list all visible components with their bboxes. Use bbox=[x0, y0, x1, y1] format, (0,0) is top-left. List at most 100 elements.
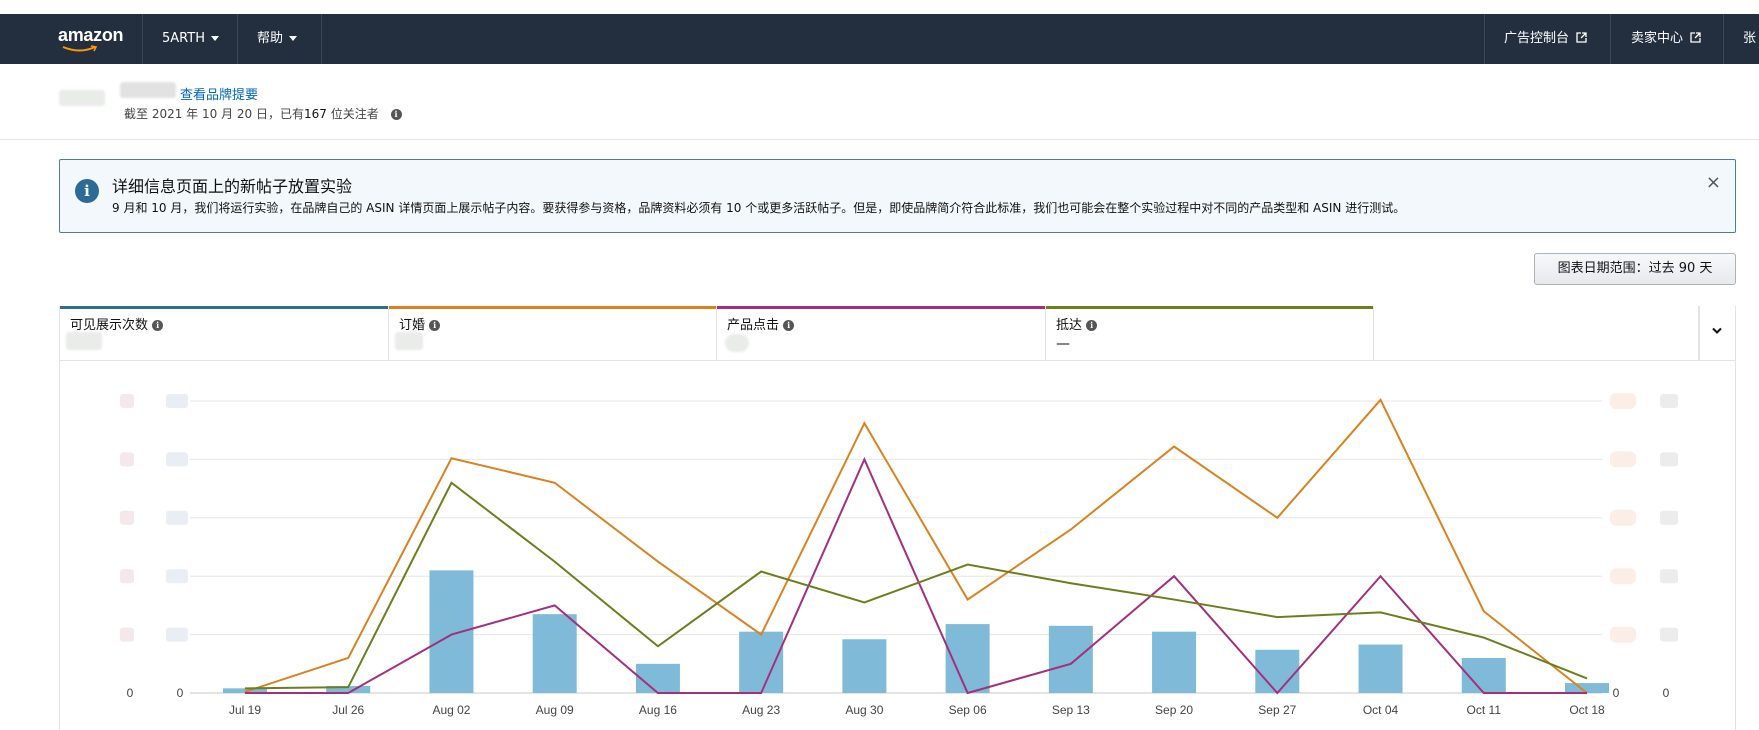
seller-central-link[interactable]: 卖家中心 bbox=[1631, 14, 1701, 64]
right-tick-placeholder bbox=[1660, 394, 1678, 408]
chevron-down-icon bbox=[1712, 327, 1722, 334]
alert-title: 详细信息页面上的新帖子放置实验 bbox=[112, 177, 353, 196]
info-icon[interactable]: i bbox=[783, 320, 795, 331]
left-tick-placeholder bbox=[166, 394, 188, 408]
info-icon: i bbox=[75, 179, 99, 203]
line-engagement bbox=[244, 398, 1588, 694]
x-tick-label: Jul 26 bbox=[332, 703, 364, 717]
left-tick-placeholder bbox=[120, 394, 134, 408]
top-navbar: amazon 5ARTH 帮助 广告控制台 卖家中心 张 bbox=[0, 14, 1759, 64]
x-tick-label: Aug 09 bbox=[536, 703, 574, 717]
left-tick-placeholder bbox=[166, 627, 188, 642]
bar-visible_impressions bbox=[223, 688, 267, 693]
tab-color-bar bbox=[60, 306, 388, 309]
smile-arrow-icon bbox=[62, 45, 98, 52]
logo-text: amazon bbox=[58, 25, 124, 45]
x-tick-label: Oct 18 bbox=[1569, 703, 1605, 717]
left-tick-placeholder bbox=[166, 452, 188, 467]
nav-divider bbox=[1723, 14, 1724, 64]
bar-visible_impressions bbox=[326, 685, 371, 693]
x-tick-label: Aug 23 bbox=[742, 703, 780, 717]
bar-visible_impressions bbox=[429, 570, 474, 693]
more-metrics-toggle[interactable] bbox=[1699, 306, 1736, 361]
left-tick-placeholder bbox=[120, 627, 134, 642]
account-menu-label: 5ARTH bbox=[162, 31, 205, 46]
bar-visible_impressions bbox=[532, 614, 577, 693]
brand-header: 查看品牌提要 截至 2021 年 10 月 20 日，已有167 位关注者 i bbox=[0, 64, 1759, 140]
bar-visible_impressions bbox=[1358, 644, 1403, 693]
follower-suffix: 位关注者 bbox=[330, 107, 379, 121]
tab-value-placeholder bbox=[66, 332, 102, 350]
tab-value-placeholder bbox=[395, 332, 423, 350]
external-link-icon bbox=[1576, 32, 1587, 43]
x-tick-label: Aug 16 bbox=[639, 703, 677, 717]
x-tick-label: Oct 11 bbox=[1467, 703, 1502, 717]
right-outer-zero-label: 0 bbox=[1663, 686, 1670, 700]
view-brand-feed-link[interactable]: 查看品牌提要 bbox=[180, 88, 259, 103]
nav-divider bbox=[237, 14, 238, 64]
left-tick-placeholder bbox=[120, 510, 134, 525]
right-tick-placeholder bbox=[1610, 509, 1636, 526]
right-inner-zero-label: 0 bbox=[1613, 686, 1620, 700]
right-tick-placeholder bbox=[1660, 510, 1678, 525]
info-icon[interactable]: i bbox=[429, 320, 441, 331]
date-range-button[interactable]: 图表日期范围：过去 90 天 bbox=[1534, 253, 1736, 285]
line-reach bbox=[244, 481, 1588, 690]
right-tick-placeholder bbox=[1610, 568, 1636, 585]
help-menu-label: 帮助 bbox=[257, 31, 284, 46]
left-tick-placeholder bbox=[166, 510, 188, 525]
experiment-alert: i 详细信息页面上的新帖子放置实验 9 月和 10 月，我们将运行实验，在品牌自… bbox=[59, 159, 1736, 233]
seller-central-label: 卖家中心 bbox=[1631, 31, 1684, 46]
nav-divider bbox=[321, 14, 322, 64]
bar-visible_impressions bbox=[635, 663, 680, 693]
external-link-icon bbox=[1690, 32, 1701, 43]
performance-chart-panel: 0 0 0 0 Jul 19 Jul 26 Aug 02 Aug 09 Aug 16 Aug 23… bbox=[59, 361, 1736, 730]
tab-color-bar bbox=[1046, 306, 1373, 309]
user-menu-label: 张 bbox=[1743, 31, 1757, 46]
nav-divider bbox=[1610, 14, 1611, 64]
follower-count: 167 bbox=[303, 107, 327, 121]
tab-label: 产品点击 bbox=[727, 318, 780, 333]
tab-engagement[interactable]: 订婚 i bbox=[389, 306, 717, 361]
right-tick-placeholder bbox=[1660, 569, 1678, 584]
ad-console-link[interactable]: 广告控制台 bbox=[1504, 14, 1587, 64]
close-icon[interactable]: × bbox=[1705, 172, 1721, 193]
info-icon[interactable]: i bbox=[152, 320, 164, 331]
tab-color-bar bbox=[389, 306, 716, 309]
tab-label: 抵达 bbox=[1056, 318, 1083, 333]
right-tick-placeholder bbox=[1660, 627, 1678, 642]
tab-value: — bbox=[1056, 336, 1070, 352]
x-tick-label: Sep 13 bbox=[1052, 703, 1090, 717]
user-menu[interactable]: 张 bbox=[1743, 14, 1756, 64]
tab-reach[interactable]: 抵达 i — bbox=[1046, 306, 1374, 361]
account-menu[interactable]: 5ARTH bbox=[162, 14, 219, 64]
amazon-logo[interactable]: amazon bbox=[58, 25, 124, 53]
left-tick-placeholder bbox=[166, 569, 188, 584]
info-icon[interactable]: i bbox=[390, 109, 402, 120]
line-product_clicks bbox=[245, 456, 1587, 695]
tab-visible-impressions[interactable]: 可见展示次数 i bbox=[60, 306, 389, 361]
as-of-text: 截至 2021 年 10 月 20 日，已有 bbox=[124, 107, 304, 121]
ad-console-label: 广告控制台 bbox=[1504, 31, 1570, 46]
left-tick-placeholder bbox=[120, 569, 134, 584]
left-tick-placeholder bbox=[120, 452, 134, 467]
tab-empty-slot[interactable] bbox=[1374, 306, 1700, 361]
right-tick-placeholder bbox=[1660, 452, 1678, 467]
info-icon[interactable]: i bbox=[1086, 320, 1098, 331]
bar-visible_impressions bbox=[842, 639, 887, 693]
tab-product-clicks[interactable]: 产品点击 i bbox=[717, 306, 1046, 361]
right-tick-placeholder bbox=[1610, 451, 1636, 468]
tab-value-placeholder bbox=[725, 334, 749, 352]
x-tick-label: Aug 02 bbox=[432, 703, 470, 717]
help-menu[interactable]: 帮助 bbox=[257, 14, 298, 64]
performance-chart: 0 0 0 0 Jul 19 Jul 26 Aug 02 Aug 09 Aug 16 Aug 23… bbox=[120, 393, 1678, 717]
bar-visible_impressions bbox=[1565, 683, 1609, 693]
bar-visible_impressions bbox=[1255, 649, 1300, 693]
bar-visible_impressions bbox=[1048, 625, 1093, 693]
brand-name-placeholder bbox=[120, 82, 176, 98]
tab-label: 订婚 bbox=[399, 318, 426, 333]
nav-divider bbox=[1484, 14, 1485, 64]
left-inner-zero-label: 0 bbox=[177, 686, 184, 700]
metric-tabs: 可见展示次数 i 订婚 i 产品点击 i 抵达 i — bbox=[59, 306, 1700, 361]
x-tick-label: Oct 04 bbox=[1363, 703, 1399, 717]
